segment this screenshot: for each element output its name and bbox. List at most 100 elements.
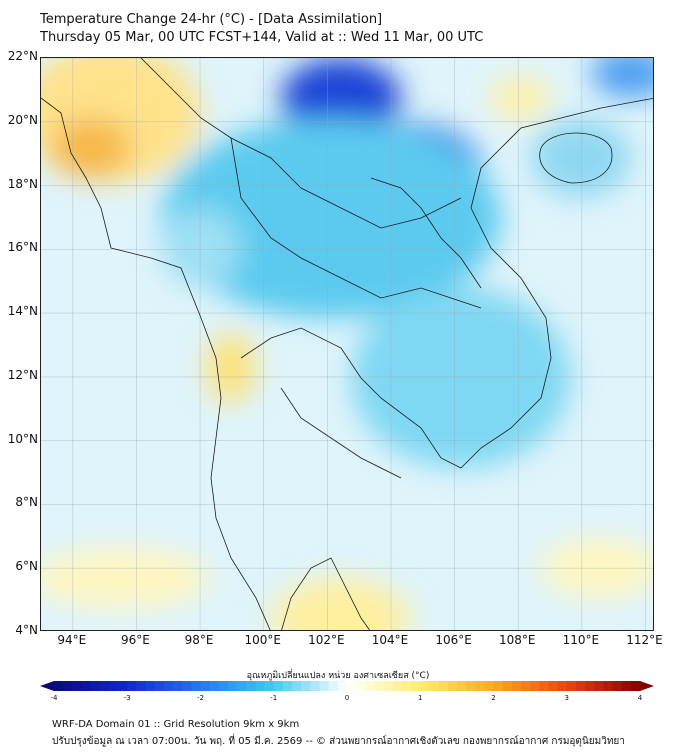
- colorbar-cell: [292, 681, 302, 691]
- colorbar-cell: [466, 681, 476, 691]
- colorbar-tick-label: -1: [270, 694, 278, 702]
- colorbar-cell: [255, 681, 266, 691]
- lon-label: 100°E: [244, 633, 281, 647]
- lon-label: 96°E: [121, 633, 150, 647]
- lat-label: 10°N: [7, 431, 38, 446]
- footer-domain: WRF-DA Domain 01 :: Grid Resolution 9km …: [52, 719, 300, 730]
- colorbar-cell: [310, 681, 321, 691]
- colorbar-cell: [319, 681, 330, 691]
- colorbar-cell: [328, 681, 339, 691]
- colorbar-cell: [511, 681, 522, 691]
- colorbar-min-arrow: [40, 681, 54, 691]
- colorbar-cell: [621, 681, 632, 691]
- colorbar-cell: [72, 681, 82, 691]
- colorbar-cell: [337, 681, 348, 691]
- colorbar-cell: [191, 681, 201, 691]
- colorbar-title: อุณหภูมิเปลี่ยนแปลง หน่วย องศาเซลเซียส (…: [246, 671, 430, 681]
- colorbar-tick-label: -2: [197, 694, 204, 702]
- lat-label: 8°N: [15, 495, 38, 510]
- lon-label: 102°E: [308, 633, 345, 647]
- colorbar-cell: [81, 681, 92, 691]
- colorbar-tick-label: 0: [344, 694, 350, 702]
- lon-label: 104°E: [371, 633, 409, 647]
- colorbar-cell: [246, 681, 256, 691]
- colorbar-cell: [163, 681, 174, 691]
- colorbar-cell: [539, 681, 549, 691]
- colorbar-cell: [585, 681, 595, 691]
- colorbar-cell: [282, 681, 293, 691]
- colorbar-cell: [136, 681, 147, 691]
- lon-label: 112°E: [626, 633, 663, 647]
- lat-label: 18°N: [7, 176, 38, 191]
- lon-label: 106°E: [435, 633, 472, 647]
- colorbar-cell: [475, 681, 485, 691]
- colorbar-tick-label: -4: [50, 694, 58, 702]
- colorbar-cell: [356, 681, 366, 691]
- temperature-change-map[interactable]: [40, 57, 654, 631]
- colorbar-cell: [118, 681, 128, 691]
- colorbar-cell: [420, 681, 430, 691]
- colorbar-cell: [99, 681, 110, 691]
- lat-label: 16°N: [7, 240, 38, 255]
- colorbar-cell: [530, 681, 540, 691]
- colorbar-cell: [429, 681, 440, 691]
- colorbar-cell: [548, 681, 559, 691]
- lat-label: 14°N: [7, 304, 38, 319]
- colorbar-cell: [438, 681, 449, 691]
- colorbar-cell: [365, 681, 375, 691]
- colorbar-cell: [273, 681, 284, 691]
- colorbar-cell: [575, 681, 586, 691]
- lat-label: 6°N: [15, 559, 38, 574]
- colorbar-cell: [401, 681, 412, 691]
- colorbar-tick-label: 1: [418, 694, 423, 702]
- colorbar-cell: [484, 681, 494, 691]
- colorbar-cell: [108, 681, 119, 691]
- lat-lon-grid: [41, 58, 653, 630]
- colorbar-cell: [218, 681, 229, 691]
- colorbar-max-arrow: [640, 681, 654, 691]
- lat-label: 22°N: [7, 49, 38, 63]
- colorbar-cell: [90, 681, 101, 691]
- colorbar-cell: [347, 681, 357, 691]
- colorbar-cell: [173, 681, 183, 691]
- colorbar-cell: [145, 681, 156, 691]
- colorbar-cell: [383, 681, 394, 691]
- colorbar-cell: [182, 681, 192, 691]
- lon-label: 98°E: [184, 633, 214, 647]
- lat-label: 20°N: [7, 112, 38, 127]
- colorbar-cell: [227, 681, 238, 691]
- colorbar-cell: [154, 681, 165, 691]
- colorbar-cell: [594, 681, 604, 691]
- colorbar-tick-label: -3: [123, 694, 131, 702]
- colorbar-cell: [520, 681, 531, 691]
- colorbar-cell: [557, 681, 568, 691]
- map-subtitle: Thursday 05 Mar, 00 UTC FCST+144, Valid …: [40, 30, 484, 45]
- colorbar-cell: [374, 681, 385, 691]
- colorbar-cell: [630, 681, 641, 691]
- colorbar-cell: [612, 681, 623, 691]
- colorbar-cell: [63, 681, 73, 691]
- colorbar-cell: [411, 681, 421, 691]
- colorbar-cell: [237, 681, 247, 691]
- colorbar-cell: [392, 681, 403, 691]
- colorbar-cell: [54, 681, 64, 691]
- footer-credit: ปรับปรุงข้อมูล ณ เวลา 07:00น. วัน พฤ. ที…: [52, 736, 625, 747]
- colorbar: [40, 681, 654, 691]
- colorbar-cell: [502, 681, 513, 691]
- lon-label: 108°E: [498, 633, 536, 647]
- colorbar-tick-label: 2: [491, 694, 496, 702]
- lat-label: 12°N: [7, 367, 38, 382]
- colorbar-cell: [603, 681, 614, 691]
- map-title: Temperature Change 24-hr (°C) - [Data As…: [40, 12, 383, 27]
- lon-label: 110°E: [562, 633, 600, 647]
- colorbar-cell: [493, 681, 504, 691]
- colorbar-cell: [301, 681, 311, 691]
- colorbar-cell: [264, 681, 275, 691]
- lat-label: 4°N: [15, 623, 38, 637]
- coastlines: [41, 58, 653, 630]
- colorbar-tick-label: 3: [564, 694, 569, 702]
- colorbar-cell: [566, 681, 577, 691]
- colorbar-cell: [127, 681, 137, 691]
- temperature-field: [41, 58, 653, 630]
- colorbar-cell: [200, 681, 211, 691]
